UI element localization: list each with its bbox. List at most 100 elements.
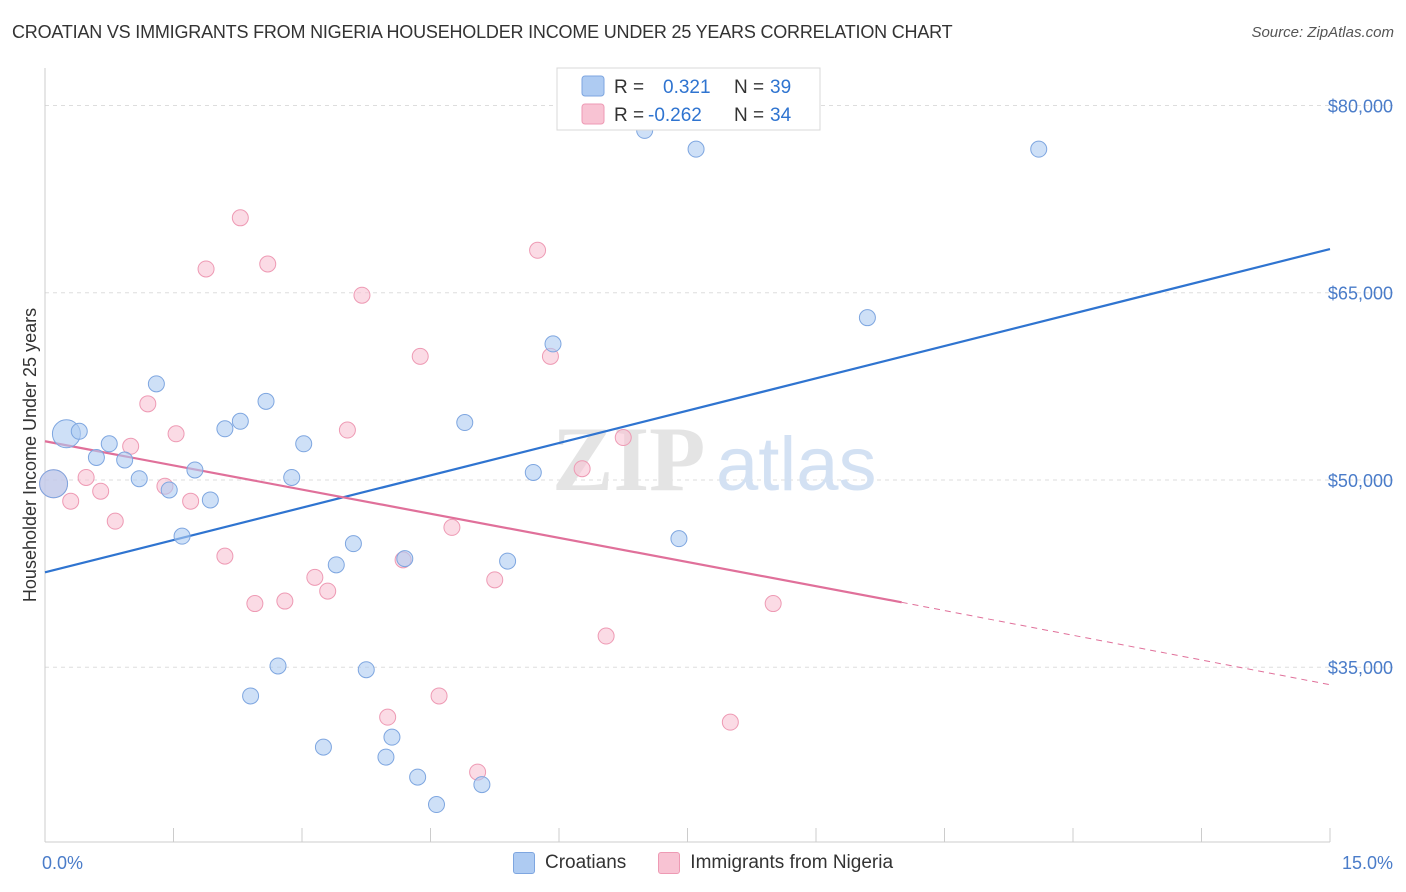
point-nigeria-3 — [92, 482, 110, 500]
point-nigeria-13 — [246, 595, 264, 613]
legend-item-croatians: Croatians — [512, 852, 627, 874]
legend-swatch-blue — [581, 75, 605, 97]
y-axis-title: Householder Income Under 25 years — [20, 308, 40, 602]
point-nigeria-24 — [443, 518, 461, 536]
y-tick-label-1: $50,000 — [1328, 471, 1393, 491]
point-nigeria-10 — [197, 260, 215, 278]
point-croatians-26 — [409, 768, 427, 786]
point-croatians-29 — [473, 776, 491, 794]
legend-r-value-blue: 0.321 — [663, 77, 711, 98]
legend-r-label-pink: R = — [614, 105, 644, 126]
legend-n-label-pink: N = — [734, 105, 764, 126]
point-nigeria-11 — [216, 547, 234, 565]
watermark-zip: ZIP — [552, 408, 705, 510]
point-nigeria-14 — [259, 255, 277, 273]
point-croatians-27 — [427, 796, 445, 814]
point-nigeria-16 — [306, 568, 324, 586]
point-croatians-5 — [116, 451, 134, 469]
point-nigeria-17 — [319, 582, 337, 600]
y-tick-label-2: $65,000 — [1328, 284, 1393, 304]
y-tick-label-0: $35,000 — [1328, 658, 1393, 678]
point-nigeria-22 — [411, 347, 429, 365]
legend-r-label-blue: R = — [614, 77, 644, 98]
legend-box: R = 0.321 N = 39 R = -0.262 N = 34 — [556, 67, 821, 131]
point-croatians-19 — [314, 738, 332, 756]
legend-n-value-pink: 34 — [770, 105, 792, 126]
point-croatians-20 — [327, 556, 345, 574]
data-points — [39, 111, 1048, 814]
legend-n-value-blue: 39 — [770, 77, 791, 98]
point-croatians-4 — [100, 435, 118, 453]
point-croatians-10 — [186, 461, 204, 479]
point-nigeria-15 — [276, 592, 294, 610]
point-nigeria-29 — [573, 460, 591, 478]
point-croatians-17 — [283, 468, 301, 486]
point-croatians-0 — [39, 469, 69, 499]
bottom-legend: Croatians Immigrants from Nigeria — [0, 852, 1406, 874]
point-croatians-7 — [147, 375, 165, 393]
legend-n-label-blue: N = — [734, 77, 764, 98]
point-croatians-9 — [173, 527, 191, 545]
point-croatians-18 — [295, 435, 313, 453]
point-nigeria-30 — [597, 627, 615, 645]
point-croatians-36 — [858, 309, 876, 327]
x-tick-labels: 0.0% 15.0% — [42, 853, 1393, 873]
point-croatians-35 — [687, 140, 705, 158]
point-nigeria-23 — [430, 687, 448, 705]
point-nigeria-27 — [529, 241, 547, 259]
chart-title: CROATIAN VS IMMIGRANTS FROM NIGERIA HOUS… — [12, 22, 953, 42]
point-nigeria-4 — [106, 512, 124, 530]
point-nigeria-1 — [62, 492, 80, 510]
point-nigeria-8 — [167, 425, 185, 443]
point-nigeria-32 — [721, 713, 739, 731]
point-croatians-12 — [216, 420, 234, 438]
point-croatians-15 — [257, 392, 275, 410]
point-croatians-6 — [130, 470, 148, 488]
point-nigeria-19 — [353, 286, 371, 304]
legend-swatch-croatians — [512, 852, 535, 874]
point-croatians-11 — [201, 491, 219, 509]
watermark-atlas: atlas — [716, 422, 877, 507]
point-croatians-8 — [160, 481, 178, 499]
point-nigeria-26 — [486, 571, 504, 589]
point-nigeria-31 — [614, 429, 632, 447]
y-tick-label-3: $80,000 — [1328, 96, 1393, 116]
point-croatians-28 — [456, 414, 474, 432]
point-croatians-30 — [499, 552, 517, 570]
trend-line-nigeria-extension — [901, 601, 1331, 686]
point-croatians-3 — [87, 448, 105, 466]
point-croatians-34 — [670, 530, 688, 548]
point-croatians-14 — [242, 687, 260, 705]
source-credit: Source: ZipAtlas.com — [1251, 24, 1394, 41]
legend-label-croatians: Croatians — [544, 852, 627, 873]
point-croatians-21 — [344, 535, 362, 553]
point-croatians-2 — [70, 422, 88, 440]
point-nigeria-6 — [139, 395, 157, 413]
legend-item-nigeria: Immigrants from Nigeria — [658, 852, 893, 874]
point-nigeria-33 — [764, 595, 782, 613]
point-croatians-22 — [357, 661, 375, 679]
legend-swatch-pink — [581, 103, 605, 125]
point-croatians-24 — [383, 728, 401, 746]
point-croatians-16 — [269, 657, 287, 675]
watermark: ZIP atlas — [552, 408, 877, 510]
legend-swatch-nigeria — [658, 852, 681, 874]
point-nigeria-12 — [231, 209, 249, 227]
point-croatians-23 — [377, 748, 395, 766]
x-tick-label-1: 15.0% — [1342, 853, 1393, 873]
legend-label-nigeria: Immigrants from Nigeria — [690, 852, 894, 873]
point-croatians-32 — [544, 335, 562, 353]
point-croatians-31 — [524, 463, 542, 481]
legend-r-value-pink: -0.262 — [648, 105, 702, 126]
y-tick-labels: $35,000 $50,000 $65,000 $80,000 — [1328, 96, 1393, 678]
point-croatians-25 — [396, 550, 414, 568]
grid-lines — [45, 104, 1395, 668]
point-nigeria-2 — [77, 468, 95, 486]
x-tick-label-0: 0.0% — [42, 853, 83, 873]
point-nigeria-20 — [379, 708, 397, 726]
trend-line-croatians — [44, 247, 1331, 574]
axes — [44, 68, 1331, 843]
point-nigeria-9 — [182, 492, 200, 510]
point-croatians-37 — [1030, 140, 1048, 158]
